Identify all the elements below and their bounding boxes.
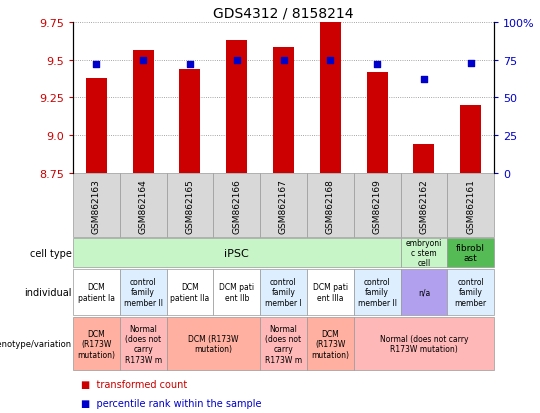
Bar: [213, 173, 260, 237]
Bar: [401, 238, 447, 268]
Text: DCM pati
ent IIIa: DCM pati ent IIIa: [313, 282, 348, 302]
Bar: [307, 269, 354, 315]
Bar: [73, 317, 120, 370]
Bar: [401, 173, 447, 237]
Point: [139, 57, 147, 64]
Text: GSM862164: GSM862164: [139, 178, 147, 233]
Bar: [447, 269, 494, 315]
Bar: [120, 269, 166, 315]
Bar: [273, 48, 294, 173]
Text: ■  transformed count: ■ transformed count: [82, 379, 187, 389]
Text: GSM862166: GSM862166: [232, 178, 241, 233]
Bar: [166, 173, 213, 237]
Text: cell type: cell type: [30, 248, 72, 258]
Bar: [86, 78, 107, 173]
Text: control
family
member: control family member: [455, 278, 487, 307]
Title: GDS4312 / 8158214: GDS4312 / 8158214: [213, 6, 354, 20]
Bar: [73, 238, 401, 268]
Text: iPSC: iPSC: [224, 248, 249, 258]
Text: GSM862168: GSM862168: [326, 178, 335, 233]
Bar: [120, 317, 166, 370]
Point: [373, 62, 381, 68]
Point: [467, 60, 475, 67]
Text: ■  percentile rank within the sample: ■ percentile rank within the sample: [82, 398, 262, 408]
Bar: [166, 269, 213, 315]
Point: [186, 62, 194, 68]
Bar: [166, 317, 260, 370]
Text: control
family
member II: control family member II: [357, 278, 396, 307]
Text: DCM
patient Ia: DCM patient Ia: [78, 282, 115, 302]
Text: n/a: n/a: [418, 288, 430, 297]
Bar: [73, 173, 120, 237]
Bar: [354, 269, 401, 315]
Bar: [260, 269, 307, 315]
Text: GSM862163: GSM862163: [92, 178, 101, 233]
Bar: [447, 173, 494, 237]
Text: control
family
member II: control family member II: [124, 278, 163, 307]
Text: Normal (does not carry
R173W mutation): Normal (does not carry R173W mutation): [380, 334, 468, 354]
Bar: [260, 173, 307, 237]
Bar: [133, 51, 154, 173]
Text: GSM862165: GSM862165: [185, 178, 194, 233]
Point: [326, 57, 335, 64]
Text: DCM
patient IIa: DCM patient IIa: [170, 282, 210, 302]
Bar: [354, 173, 401, 237]
Text: GSM862169: GSM862169: [373, 178, 382, 233]
Bar: [179, 69, 200, 173]
Text: fibrobl
ast: fibrobl ast: [456, 243, 485, 263]
Text: Normal
(does not
carry
R173W m: Normal (does not carry R173W m: [125, 324, 161, 364]
Text: DCM
(R173W
mutation): DCM (R173W mutation): [311, 329, 349, 358]
Bar: [226, 41, 247, 173]
Text: DCM
(R173W
mutation): DCM (R173W mutation): [77, 329, 116, 358]
Bar: [460, 106, 481, 173]
Text: genotype/variation: genotype/variation: [0, 339, 72, 348]
Text: control
family
member I: control family member I: [265, 278, 302, 307]
Text: DCM pati
ent IIb: DCM pati ent IIb: [219, 282, 254, 302]
Point: [279, 57, 288, 64]
Point: [420, 77, 428, 83]
Bar: [260, 317, 307, 370]
Text: Normal
(does not
carry
R173W m: Normal (does not carry R173W m: [265, 324, 302, 364]
Bar: [73, 269, 120, 315]
Bar: [401, 269, 447, 315]
Bar: [447, 238, 494, 268]
Bar: [414, 145, 435, 173]
Bar: [120, 173, 166, 237]
Bar: [320, 23, 341, 173]
Bar: [307, 173, 354, 237]
Text: embryoni
c stem
cell: embryoni c stem cell: [406, 238, 442, 268]
Text: GSM862161: GSM862161: [466, 178, 475, 233]
Bar: [307, 317, 354, 370]
Point: [232, 57, 241, 64]
Point: [92, 62, 100, 68]
Text: GSM862162: GSM862162: [420, 178, 428, 233]
Bar: [354, 317, 494, 370]
Text: GSM862167: GSM862167: [279, 178, 288, 233]
Text: individual: individual: [24, 287, 72, 297]
Text: DCM (R173W
mutation): DCM (R173W mutation): [188, 334, 239, 354]
Bar: [367, 72, 388, 173]
Bar: [213, 269, 260, 315]
